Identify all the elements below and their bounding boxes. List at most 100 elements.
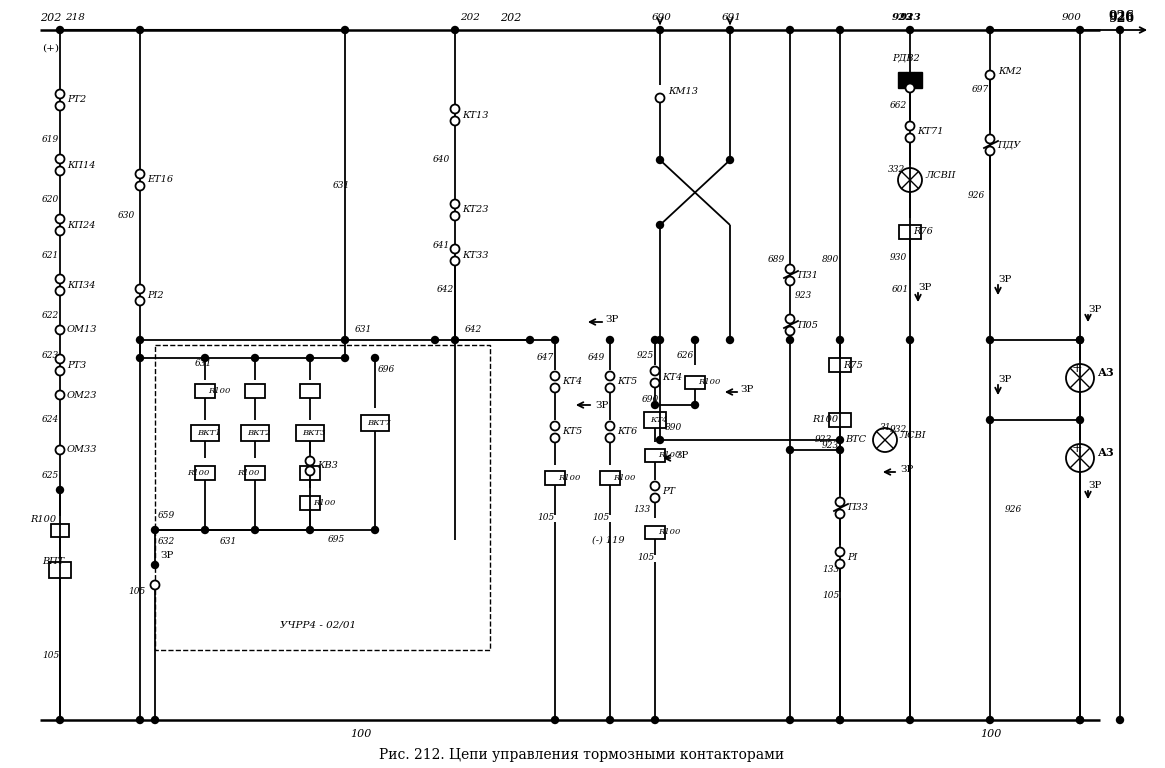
Circle shape bbox=[56, 167, 64, 176]
Text: ЛСВII: ЛСВII bbox=[925, 171, 955, 180]
Bar bbox=[49, 562, 71, 578]
Text: R100: R100 bbox=[812, 415, 838, 425]
Text: РТ2: РТ2 bbox=[68, 95, 86, 104]
Text: 923: 923 bbox=[816, 435, 832, 445]
Text: ЗР: ЗР bbox=[998, 276, 1011, 284]
Circle shape bbox=[986, 147, 995, 155]
Text: 105: 105 bbox=[537, 514, 555, 522]
Circle shape bbox=[551, 383, 559, 392]
Circle shape bbox=[305, 466, 315, 475]
Text: 631: 631 bbox=[220, 538, 238, 547]
Circle shape bbox=[786, 446, 793, 453]
Circle shape bbox=[451, 211, 459, 220]
Text: КТ33: КТ33 bbox=[463, 250, 488, 260]
Circle shape bbox=[135, 296, 144, 306]
Text: 890: 890 bbox=[665, 423, 683, 432]
Circle shape bbox=[650, 494, 659, 502]
Text: 632: 632 bbox=[158, 538, 175, 547]
Circle shape bbox=[836, 717, 843, 723]
Text: 900: 900 bbox=[1062, 14, 1082, 22]
Circle shape bbox=[606, 383, 614, 392]
Circle shape bbox=[657, 27, 664, 34]
Circle shape bbox=[727, 157, 734, 164]
Text: РТ3: РТ3 bbox=[68, 360, 86, 369]
Circle shape bbox=[1076, 27, 1083, 34]
Text: R100: R100 bbox=[658, 528, 680, 536]
Circle shape bbox=[1076, 717, 1083, 723]
Text: 695: 695 bbox=[329, 535, 345, 545]
Circle shape bbox=[657, 157, 664, 164]
Circle shape bbox=[372, 355, 379, 362]
Text: ЗР: ЗР bbox=[1088, 481, 1101, 489]
Circle shape bbox=[987, 717, 994, 723]
Text: 601: 601 bbox=[892, 286, 909, 294]
Text: 631: 631 bbox=[355, 326, 373, 335]
Circle shape bbox=[657, 436, 664, 443]
Text: КП34: КП34 bbox=[68, 280, 96, 290]
Text: 696: 696 bbox=[377, 366, 395, 375]
Bar bbox=[301, 384, 320, 398]
Text: 105: 105 bbox=[128, 588, 146, 597]
Text: ПДУ: ПДУ bbox=[997, 141, 1021, 150]
Circle shape bbox=[452, 336, 459, 343]
Circle shape bbox=[906, 336, 913, 343]
Circle shape bbox=[551, 433, 559, 442]
Bar bbox=[301, 496, 320, 510]
Text: R100: R100 bbox=[698, 378, 720, 386]
Circle shape bbox=[650, 379, 659, 388]
Text: +: + bbox=[1072, 362, 1082, 375]
Bar bbox=[644, 412, 666, 428]
Circle shape bbox=[452, 27, 459, 34]
Circle shape bbox=[551, 717, 558, 723]
Circle shape bbox=[56, 227, 64, 236]
Text: ЕТ16: ЕТ16 bbox=[147, 176, 174, 184]
Text: ЛСВI: ЛСВI bbox=[899, 432, 926, 441]
Circle shape bbox=[341, 355, 348, 362]
Text: 932: 932 bbox=[890, 425, 908, 435]
Text: 930: 930 bbox=[890, 253, 908, 263]
Circle shape bbox=[56, 286, 64, 296]
Text: 642: 642 bbox=[437, 286, 454, 294]
Circle shape bbox=[1116, 27, 1123, 34]
Text: 105: 105 bbox=[637, 554, 655, 562]
Circle shape bbox=[785, 264, 795, 273]
Text: 690: 690 bbox=[642, 396, 659, 405]
Text: ЗР: ЗР bbox=[160, 551, 174, 560]
Text: РДВ2: РДВ2 bbox=[892, 54, 919, 62]
Circle shape bbox=[606, 372, 614, 380]
Bar bbox=[545, 471, 565, 485]
Circle shape bbox=[56, 355, 64, 363]
Text: КТ5: КТ5 bbox=[562, 428, 582, 436]
Text: 622: 622 bbox=[42, 310, 59, 319]
Circle shape bbox=[451, 104, 459, 114]
Bar bbox=[195, 384, 216, 398]
Text: КТ4: КТ4 bbox=[562, 378, 582, 386]
Text: П33: П33 bbox=[847, 504, 868, 512]
Circle shape bbox=[835, 498, 845, 507]
Text: 105: 105 bbox=[42, 650, 59, 660]
Circle shape bbox=[527, 336, 534, 343]
Bar bbox=[645, 525, 665, 538]
Circle shape bbox=[607, 336, 614, 343]
Text: 630: 630 bbox=[118, 210, 135, 220]
Text: 689: 689 bbox=[768, 256, 785, 264]
Circle shape bbox=[136, 336, 143, 343]
Text: 332: 332 bbox=[888, 165, 905, 174]
Text: R100: R100 bbox=[30, 515, 56, 525]
Text: ЗР: ЗР bbox=[918, 283, 931, 293]
Circle shape bbox=[906, 717, 913, 723]
Circle shape bbox=[786, 336, 793, 343]
Bar bbox=[645, 449, 665, 462]
Circle shape bbox=[987, 336, 994, 343]
Circle shape bbox=[786, 717, 793, 723]
Text: РI: РI bbox=[847, 554, 857, 562]
Circle shape bbox=[692, 402, 699, 409]
Circle shape bbox=[606, 433, 614, 442]
Text: 621: 621 bbox=[42, 250, 59, 260]
Text: ЗР: ЗР bbox=[901, 465, 913, 475]
Circle shape bbox=[1076, 416, 1083, 423]
Circle shape bbox=[987, 27, 994, 34]
Text: R100: R100 bbox=[313, 499, 336, 507]
Text: КТ71: КТ71 bbox=[917, 127, 944, 137]
Text: R100: R100 bbox=[613, 474, 635, 482]
